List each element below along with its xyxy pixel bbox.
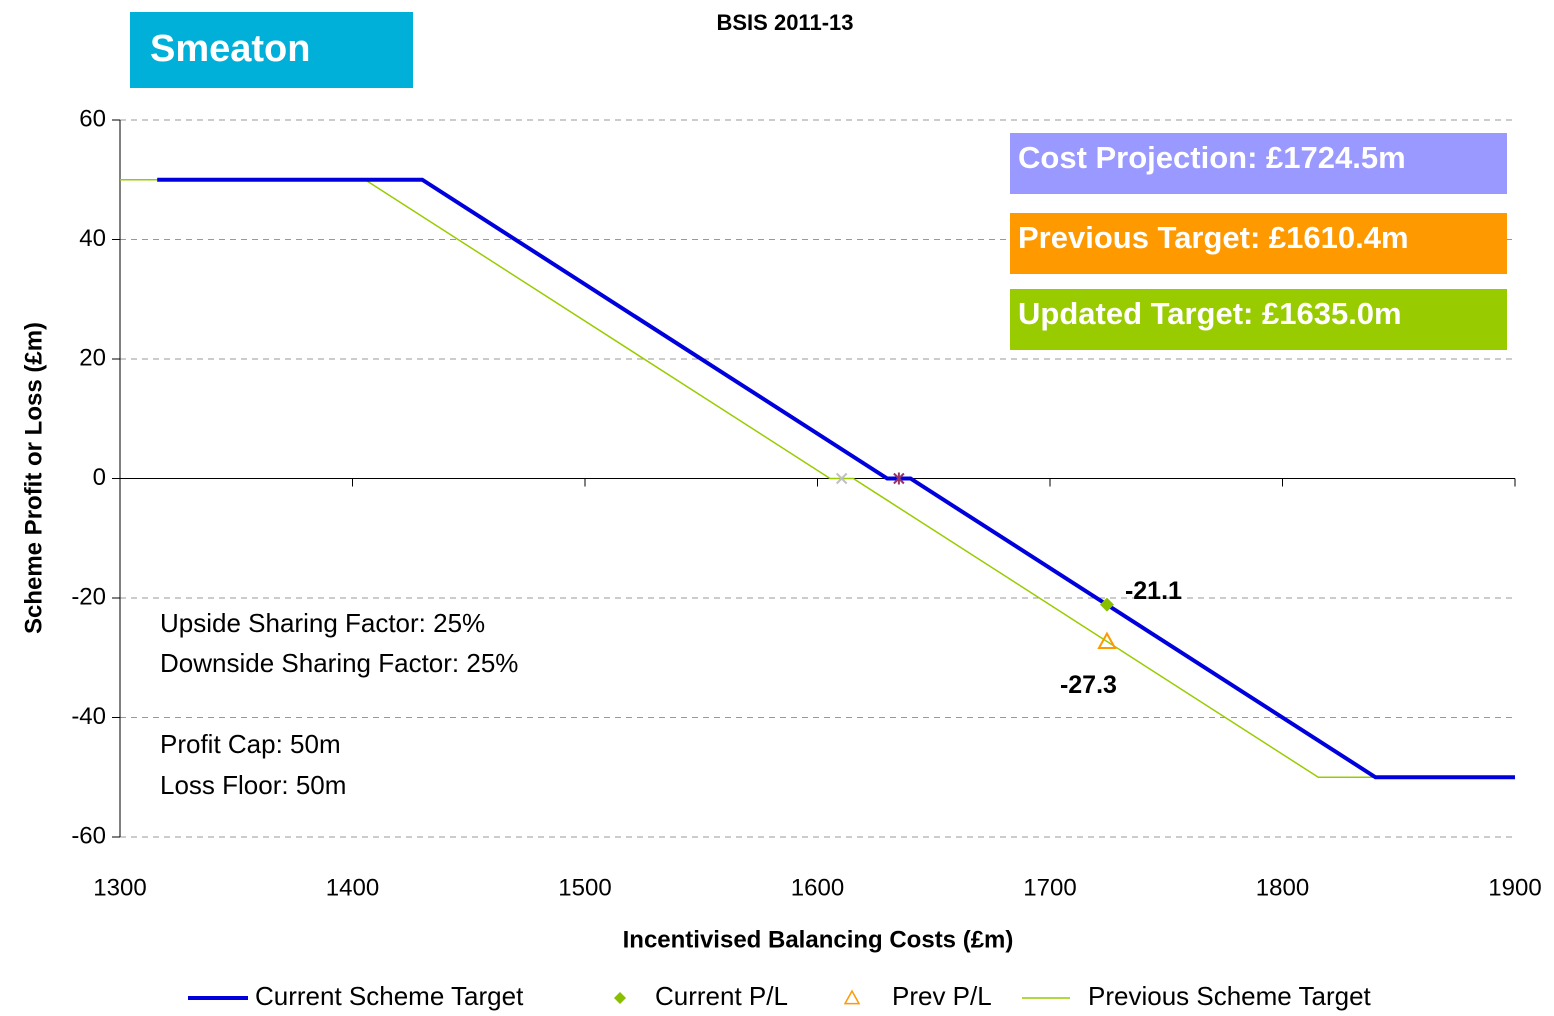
chart-title: BSIS 2011-13	[717, 10, 854, 35]
point	[1097, 631, 1117, 650]
x-tick-label: 1500	[558, 874, 611, 901]
legend-label: Current Scheme Target	[255, 981, 524, 1011]
x-tick-label: 1800	[1256, 874, 1309, 901]
info-box	[1010, 133, 1507, 194]
y-tick-label: 40	[79, 225, 106, 252]
x-tick-label: 1300	[93, 874, 146, 901]
info-box	[1010, 289, 1507, 350]
x-tick-label: 1900	[1488, 874, 1541, 901]
note: Loss Floor: 50m	[160, 770, 346, 800]
legend-symbol	[843, 989, 861, 1005]
info-box-text: Updated Target: £1635.0m	[1018, 296, 1402, 331]
marker	[835, 472, 848, 485]
info-box	[1010, 213, 1507, 274]
marker	[893, 472, 905, 485]
y-tick-label: 60	[79, 105, 106, 132]
note: Upside Sharing Factor: 25%	[160, 608, 485, 638]
x-tick-label: 1400	[326, 874, 379, 901]
x-axis-title: Incentivised Balancing Costs (£m)	[623, 926, 1014, 953]
y-tick-label: -60	[71, 822, 106, 849]
note: Profit Cap: 50m	[160, 729, 341, 759]
legend-label: Prev P/L	[892, 981, 992, 1011]
legend-label: Previous Scheme Target	[1088, 981, 1372, 1011]
badge: Smeaton	[150, 28, 310, 70]
data-label: -27.3	[1060, 671, 1117, 699]
y-tick-label: -40	[71, 703, 106, 730]
y-tick-label: 0	[93, 464, 106, 491]
data-label: -21.1	[1125, 577, 1182, 605]
badge-box	[130, 12, 413, 88]
y-tick-label: 20	[79, 344, 106, 371]
note: Downside Sharing Factor: 25%	[160, 648, 518, 678]
point	[1099, 597, 1114, 612]
y-axis-title: Scheme Profit or Loss (£m)	[20, 322, 47, 634]
x-tick-label: 1600	[791, 874, 844, 901]
legend-symbol	[614, 992, 626, 1004]
info-box-text: Previous Target: £1610.4m	[1018, 220, 1409, 255]
info-box-text: Cost Projection: £1724.5m	[1018, 140, 1406, 175]
legend-label: Current P/L	[655, 981, 788, 1011]
x-tick-label: 1700	[1023, 874, 1076, 901]
y-tick-label: -20	[71, 583, 106, 610]
